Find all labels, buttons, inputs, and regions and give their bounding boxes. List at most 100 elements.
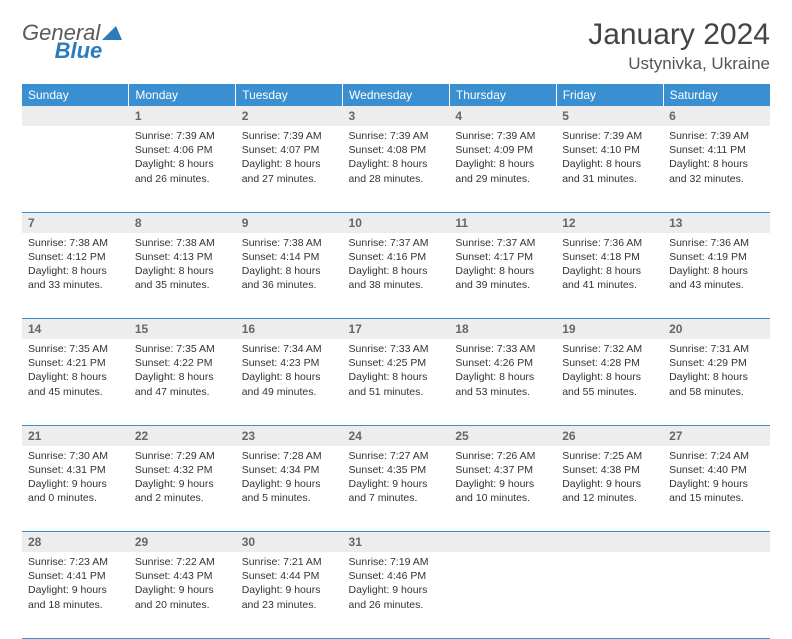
day-cell: Sunrise: 7:28 AM Sunset: 4:34 PM Dayligh… — [236, 446, 343, 532]
day-cell-text — [663, 552, 770, 559]
day-cell-text: Sunrise: 7:34 AM Sunset: 4:23 PM Dayligh… — [236, 339, 343, 403]
day-cell: Sunrise: 7:39 AM Sunset: 4:10 PM Dayligh… — [556, 126, 663, 212]
logo: General Blue — [22, 18, 122, 62]
daynum-cell: 1 — [129, 106, 236, 126]
day-cell — [663, 552, 770, 638]
day-cell-text: Sunrise: 7:39 AM Sunset: 4:10 PM Dayligh… — [556, 126, 663, 190]
daynum-cell: 8 — [129, 212, 236, 233]
day-cell-text: Sunrise: 7:39 AM Sunset: 4:08 PM Dayligh… — [343, 126, 450, 190]
daynum-cell: 17 — [343, 319, 450, 340]
day-cell: Sunrise: 7:31 AM Sunset: 4:29 PM Dayligh… — [663, 339, 770, 425]
day-cell-text: Sunrise: 7:38 AM Sunset: 4:12 PM Dayligh… — [22, 233, 129, 297]
day-cell: Sunrise: 7:32 AM Sunset: 4:28 PM Dayligh… — [556, 339, 663, 425]
daynum-row: 28293031 — [22, 532, 770, 553]
day-cell-text: Sunrise: 7:21 AM Sunset: 4:44 PM Dayligh… — [236, 552, 343, 616]
daynum-cell: 20 — [663, 319, 770, 340]
day-cell — [556, 552, 663, 638]
day-cell: Sunrise: 7:21 AM Sunset: 4:44 PM Dayligh… — [236, 552, 343, 638]
day-cell: Sunrise: 7:37 AM Sunset: 4:17 PM Dayligh… — [449, 233, 556, 319]
daynum-cell: 26 — [556, 425, 663, 446]
daynum-cell: 12 — [556, 212, 663, 233]
daynum-cell: 2 — [236, 106, 343, 126]
day-cell-text — [449, 552, 556, 559]
daynum-cell: 24 — [343, 425, 450, 446]
day-cell-text: Sunrise: 7:30 AM Sunset: 4:31 PM Dayligh… — [22, 446, 129, 510]
logo-text-blue: Blue — [55, 38, 103, 63]
day-header-row: SundayMondayTuesdayWednesdayThursdayFrid… — [22, 84, 770, 106]
daynum-cell: 10 — [343, 212, 450, 233]
day-cell-text: Sunrise: 7:35 AM Sunset: 4:21 PM Dayligh… — [22, 339, 129, 403]
daynum-cell: 4 — [449, 106, 556, 126]
daynum-cell: 18 — [449, 319, 556, 340]
day-cell-text — [556, 552, 663, 559]
daynum-cell: 6 — [663, 106, 770, 126]
daynum-cell: 5 — [556, 106, 663, 126]
day-cell-text: Sunrise: 7:32 AM Sunset: 4:28 PM Dayligh… — [556, 339, 663, 403]
day-header: Monday — [129, 84, 236, 106]
day-cell-text: Sunrise: 7:39 AM Sunset: 4:07 PM Dayligh… — [236, 126, 343, 190]
day-cell: Sunrise: 7:19 AM Sunset: 4:46 PM Dayligh… — [343, 552, 450, 638]
daynum-row: 21222324252627 — [22, 425, 770, 446]
daynum-cell: 9 — [236, 212, 343, 233]
daynum-cell: 13 — [663, 212, 770, 233]
daynum-cell — [449, 532, 556, 553]
day-cell-text: Sunrise: 7:38 AM Sunset: 4:14 PM Dayligh… — [236, 233, 343, 297]
daynum-cell — [22, 106, 129, 126]
day-cell: Sunrise: 7:27 AM Sunset: 4:35 PM Dayligh… — [343, 446, 450, 532]
header: General Blue January 2024 Ustynivka, Ukr… — [22, 18, 770, 74]
day-cell-text: Sunrise: 7:33 AM Sunset: 4:26 PM Dayligh… — [449, 339, 556, 403]
day-cell-text: Sunrise: 7:28 AM Sunset: 4:34 PM Dayligh… — [236, 446, 343, 510]
day-header: Friday — [556, 84, 663, 106]
day-cell — [22, 126, 129, 212]
day-cell: Sunrise: 7:36 AM Sunset: 4:18 PM Dayligh… — [556, 233, 663, 319]
location: Ustynivka, Ukraine — [588, 54, 770, 74]
daynum-cell: 14 — [22, 319, 129, 340]
week-row: Sunrise: 7:23 AM Sunset: 4:41 PM Dayligh… — [22, 552, 770, 638]
daynum-cell: 30 — [236, 532, 343, 553]
day-cell-text: Sunrise: 7:26 AM Sunset: 4:37 PM Dayligh… — [449, 446, 556, 510]
day-cell-text: Sunrise: 7:36 AM Sunset: 4:18 PM Dayligh… — [556, 233, 663, 297]
daynum-cell: 31 — [343, 532, 450, 553]
day-cell — [449, 552, 556, 638]
day-cell-text: Sunrise: 7:37 AM Sunset: 4:17 PM Dayligh… — [449, 233, 556, 297]
day-cell: Sunrise: 7:34 AM Sunset: 4:23 PM Dayligh… — [236, 339, 343, 425]
day-header: Wednesday — [343, 84, 450, 106]
daynum-cell: 29 — [129, 532, 236, 553]
daynum-row: 78910111213 — [22, 212, 770, 233]
daynum-cell: 19 — [556, 319, 663, 340]
day-cell: Sunrise: 7:33 AM Sunset: 4:25 PM Dayligh… — [343, 339, 450, 425]
day-cell-text: Sunrise: 7:35 AM Sunset: 4:22 PM Dayligh… — [129, 339, 236, 403]
week-row: Sunrise: 7:38 AM Sunset: 4:12 PM Dayligh… — [22, 233, 770, 319]
daynum-cell: 25 — [449, 425, 556, 446]
month-title: January 2024 — [588, 18, 770, 52]
daynum-cell: 7 — [22, 212, 129, 233]
day-cell: Sunrise: 7:37 AM Sunset: 4:16 PM Dayligh… — [343, 233, 450, 319]
week-row: Sunrise: 7:30 AM Sunset: 4:31 PM Dayligh… — [22, 446, 770, 532]
day-cell-text: Sunrise: 7:19 AM Sunset: 4:46 PM Dayligh… — [343, 552, 450, 616]
day-cell-text: Sunrise: 7:22 AM Sunset: 4:43 PM Dayligh… — [129, 552, 236, 616]
daynum-cell — [556, 532, 663, 553]
day-cell-text: Sunrise: 7:39 AM Sunset: 4:06 PM Dayligh… — [129, 126, 236, 190]
day-cell: Sunrise: 7:22 AM Sunset: 4:43 PM Dayligh… — [129, 552, 236, 638]
daynum-row: 123456 — [22, 106, 770, 126]
day-header: Thursday — [449, 84, 556, 106]
daynum-cell: 28 — [22, 532, 129, 553]
daynum-cell: 22 — [129, 425, 236, 446]
daynum-cell: 15 — [129, 319, 236, 340]
daynum-cell — [663, 532, 770, 553]
daynum-cell: 11 — [449, 212, 556, 233]
day-cell: Sunrise: 7:25 AM Sunset: 4:38 PM Dayligh… — [556, 446, 663, 532]
title-block: January 2024 Ustynivka, Ukraine — [588, 18, 770, 74]
week-row: Sunrise: 7:35 AM Sunset: 4:21 PM Dayligh… — [22, 339, 770, 425]
day-cell-text: Sunrise: 7:27 AM Sunset: 4:35 PM Dayligh… — [343, 446, 450, 510]
day-cell: Sunrise: 7:35 AM Sunset: 4:22 PM Dayligh… — [129, 339, 236, 425]
day-cell-text: Sunrise: 7:36 AM Sunset: 4:19 PM Dayligh… — [663, 233, 770, 297]
day-cell: Sunrise: 7:24 AM Sunset: 4:40 PM Dayligh… — [663, 446, 770, 532]
week-row: Sunrise: 7:39 AM Sunset: 4:06 PM Dayligh… — [22, 126, 770, 212]
day-cell: Sunrise: 7:38 AM Sunset: 4:13 PM Dayligh… — [129, 233, 236, 319]
day-cell: Sunrise: 7:39 AM Sunset: 4:07 PM Dayligh… — [236, 126, 343, 212]
day-cell-text: Sunrise: 7:29 AM Sunset: 4:32 PM Dayligh… — [129, 446, 236, 510]
day-header: Sunday — [22, 84, 129, 106]
day-cell: Sunrise: 7:38 AM Sunset: 4:12 PM Dayligh… — [22, 233, 129, 319]
day-cell: Sunrise: 7:38 AM Sunset: 4:14 PM Dayligh… — [236, 233, 343, 319]
